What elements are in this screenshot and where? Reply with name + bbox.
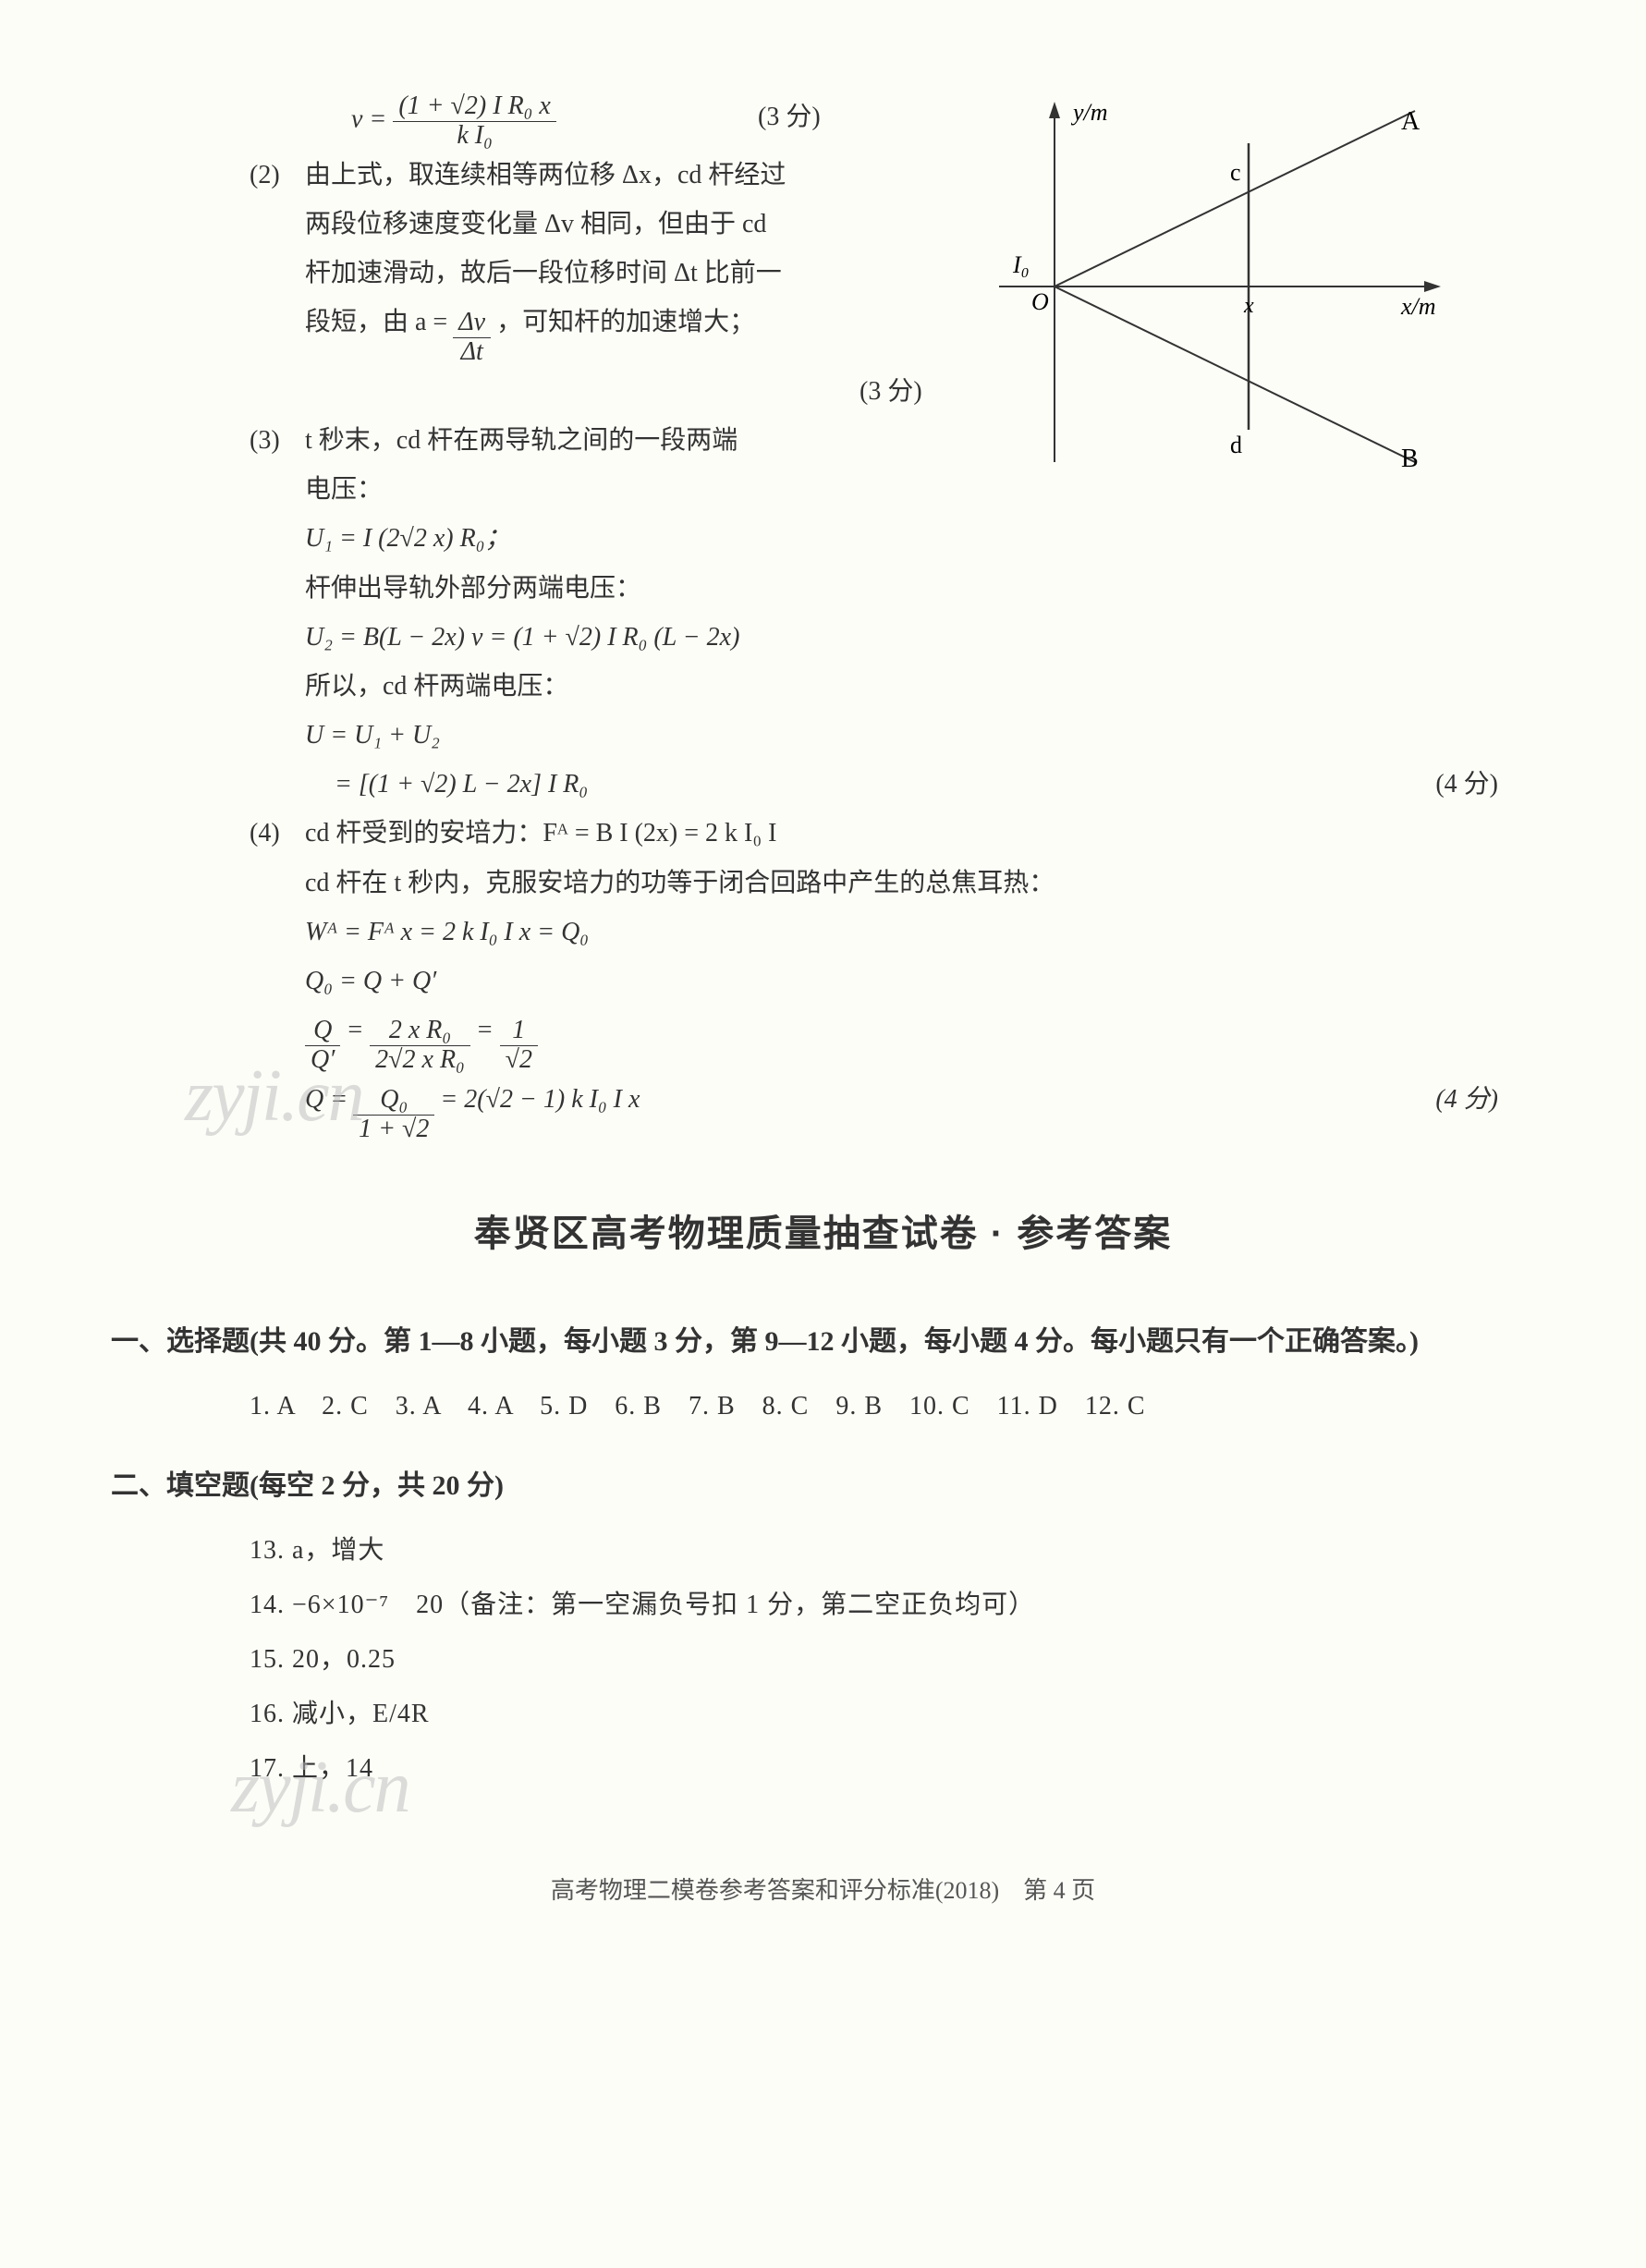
p2-l1: 由上式，取连续相等两位移 Δx，cd 杆经过	[305, 151, 786, 200]
eq1-den: k I₀	[393, 122, 556, 151]
p4e3-rd: √2	[500, 1046, 538, 1075]
p3-label: (3)	[250, 416, 305, 465]
p3-l1: t 秒末，cd 杆在两导轨之间的一段两端	[305, 416, 738, 465]
p4-l2: cd 杆在 t 秒内，克服安培力的功等于闭合回路中产生的总焦耳热：	[305, 859, 1535, 908]
score-3b: (3 分)	[860, 367, 922, 416]
fill-item: 14. −6×10⁻⁷ 20（备注：第一空漏负号扣 1 分，第二空正负均可）	[250, 1580, 1535, 1629]
p4-eq2: Q₀ = Q + Q′	[305, 957, 1535, 1006]
score-4b: (4 分)	[1435, 1075, 1498, 1124]
p4-eq4: Q = Q₀ 1 + √2 = 2(√2 − 1) k I₀ I x (4 分)	[305, 1075, 1535, 1144]
p4e3-mn: 2 x R₀	[370, 1017, 470, 1046]
score-3a: (3 分)	[758, 92, 821, 141]
p4e4-lhs: Q =	[305, 1075, 347, 1124]
p4e3-ld: Q′	[305, 1046, 340, 1075]
section2-head: 二、填空题(每空 2 分，共 20 分)	[111, 1459, 1535, 1512]
p3-eq2: U₂ = B(L − 2x) v = (1 + √2) I R₀ (L − 2x…	[305, 613, 1535, 662]
content: y/m x/m O I₀ c d x A B v = (1 + √2) I R₀…	[111, 92, 1535, 1913]
p3-eq3: U = U₁ + U₂	[305, 711, 1535, 760]
p3-l4: 所以，cd 杆两端电压：	[305, 662, 1535, 711]
p4e3-rn: 1	[500, 1017, 538, 1046]
score-4a: (4 分)	[1435, 760, 1498, 809]
section1-answers: 1. A 2. C 3. A 4. A 5. D 6. B 7. B 8. C …	[111, 1382, 1535, 1431]
p3-l3: 杆伸出导轨外部分两端电压：	[305, 564, 1535, 613]
part4: (4) cd 杆受到的安培力：Fᴬ = B I (2x) = 2 k I₀ I …	[111, 809, 1535, 1143]
p4e3-md: 2√2 x R₀	[370, 1046, 470, 1075]
page-footer: 高考物理二模卷参考答案和评分标准(2018) 第 4 页	[111, 1868, 1535, 1913]
text: v =	[351, 105, 386, 134]
p2-l4b: ，可知杆的加速增大；	[496, 298, 755, 347]
p2-frac-den: Δt	[453, 338, 491, 367]
p4e4-d: 1 + √2	[353, 1116, 434, 1144]
p4-label: (4)	[250, 809, 305, 858]
p4e3-ln: Q	[305, 1017, 340, 1046]
p4-l1: cd 杆受到的安培力：Fᴬ = B I (2x) = 2 k I₀ I	[305, 809, 776, 858]
p4-eq3: Q Q′ = 2 x R₀ 2√2 x R₀ = 1 √2	[305, 1006, 1535, 1075]
fill-item: 15. 20，0.25	[250, 1635, 1535, 1684]
page: y/m x/m O I₀ c d x A B v = (1 + √2) I R₀…	[0, 0, 1646, 2268]
p4e4-n: Q₀	[353, 1086, 434, 1116]
p4e4-rhs: = 2(√2 − 1) k I₀ I x	[440, 1075, 640, 1124]
fill-item: 13. a，增大	[250, 1526, 1535, 1575]
fill-item: 16. 减小，E/4R	[250, 1689, 1535, 1738]
p4-eq1: Wᴬ = Fᴬ x = 2 k I₀ I x = Q₀	[305, 908, 1535, 957]
eq-v: v = (1 + √2) I R₀ x k I₀ (3 分)	[111, 92, 1535, 151]
p2-frac-num: Δv	[453, 309, 491, 338]
p3-eq4: = [(1 + √2) L − 2x] I R₀	[305, 760, 588, 809]
fill-item: 17. 上，14	[250, 1744, 1535, 1793]
i0-label: I₀	[1012, 251, 1030, 278]
p3-eq1: U₁ = I (2√2 x) R₀；	[305, 514, 1535, 563]
paper-title: 奉贤区高考物理质量抽查试卷 · 参考答案	[111, 1199, 1535, 1269]
section1-head: 一、选择题(共 40 分。第 1—8 小题，每小题 3 分，第 9—12 小题，…	[111, 1315, 1535, 1368]
section2-items: 13. a，增大 14. −6×10⁻⁷ 20（备注：第一空漏负号扣 1 分，第…	[111, 1526, 1535, 1794]
p2-l4a: 段短，由 a =	[305, 298, 447, 347]
eq1-num: (1 + √2) I R₀ x	[393, 92, 556, 122]
p2-label: (2)	[250, 151, 305, 200]
